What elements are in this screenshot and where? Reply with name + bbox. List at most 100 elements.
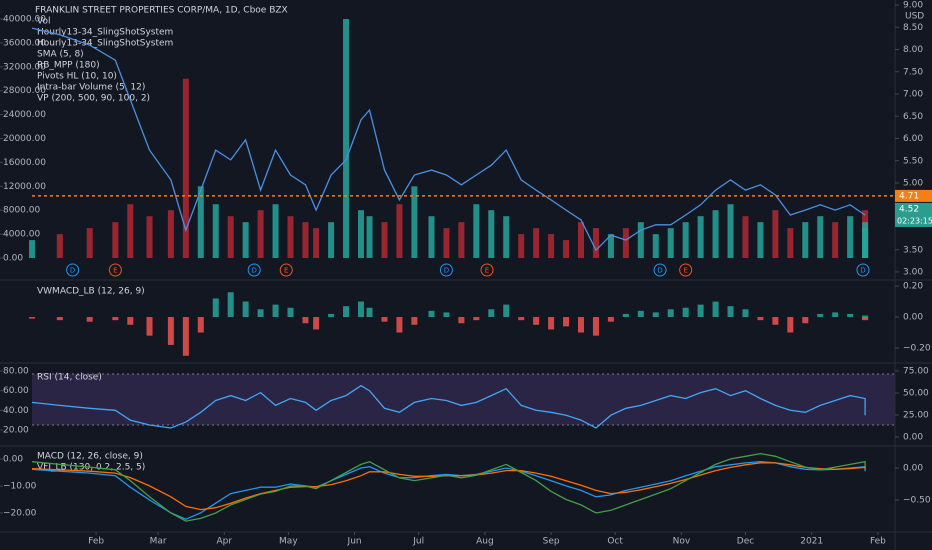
bar xyxy=(287,216,294,259)
bar xyxy=(563,240,570,259)
y2-tick-label: 8.00 xyxy=(903,45,923,55)
y-tick-label: 80.00 xyxy=(3,366,29,376)
y2-tick-label: −0.20 xyxy=(903,344,931,354)
bar xyxy=(802,317,809,324)
event-label: D xyxy=(860,267,865,275)
bar xyxy=(242,301,249,318)
series-line xyxy=(31,384,866,429)
bar xyxy=(357,210,364,259)
bar xyxy=(272,304,279,318)
event-marker xyxy=(247,263,261,277)
indicator-label: VP (200, 500, 90, 100, 2) xyxy=(37,94,150,104)
bar xyxy=(473,317,480,321)
event-label: D xyxy=(444,267,449,275)
y-tick-label: 36000.00 xyxy=(3,38,46,48)
bar xyxy=(772,317,779,325)
event-marker xyxy=(439,263,453,277)
bar xyxy=(563,317,570,327)
x-tick-label: Feb xyxy=(88,537,104,547)
event-label: E xyxy=(485,267,489,275)
bar xyxy=(29,317,36,319)
bar xyxy=(548,317,555,330)
bar xyxy=(533,228,540,259)
bar xyxy=(86,317,93,322)
event-marker xyxy=(66,263,80,277)
bar xyxy=(343,306,350,318)
bar xyxy=(242,222,249,259)
bar xyxy=(56,234,63,259)
y2-tick-label: 7.50 xyxy=(903,67,923,77)
indicator-label: Hourly13-34_SlingShotSystem xyxy=(37,28,173,38)
y-tick-label: 20000.00 xyxy=(3,134,46,144)
bar xyxy=(313,228,320,259)
y2-tick-label: 9.00 xyxy=(903,1,923,11)
bar xyxy=(682,307,689,318)
bar xyxy=(343,18,350,259)
y2-tick-label: 3.00 xyxy=(903,268,923,278)
x-tick-label: May xyxy=(279,537,298,547)
bar xyxy=(548,234,555,259)
bar xyxy=(473,204,480,259)
chart-title: FRANKLIN STREET PROPERTIES CORP/MA, 1D, … xyxy=(35,6,288,16)
y-tick-label: 32000.00 xyxy=(3,62,46,72)
bar xyxy=(56,317,63,321)
bar xyxy=(302,222,309,259)
indicator-label: Pivots HL (10, 10) xyxy=(37,72,117,82)
bar xyxy=(832,222,839,259)
y-tick-label: 20.00 xyxy=(3,425,29,435)
x-tick-label: 2021 xyxy=(800,537,823,547)
event-marker xyxy=(480,263,494,277)
bar xyxy=(443,312,450,318)
event-marker xyxy=(108,263,122,277)
bar xyxy=(757,222,764,259)
x-tick-label: Nov xyxy=(673,537,691,547)
bar xyxy=(357,301,364,318)
bar xyxy=(697,304,704,318)
bar xyxy=(257,210,264,259)
bar xyxy=(518,234,525,259)
bar xyxy=(86,228,93,259)
bar xyxy=(313,317,320,330)
y-tick-label: 28000.00 xyxy=(3,86,46,96)
bar xyxy=(607,234,614,259)
bar xyxy=(272,204,279,259)
y-tick-label: 40000.00 xyxy=(3,14,46,24)
y-tick-label: 60.00 xyxy=(3,386,29,396)
x-tick-label: Dec xyxy=(737,537,754,547)
bar xyxy=(146,317,153,336)
series-line xyxy=(31,27,866,252)
bar xyxy=(458,222,465,259)
bar xyxy=(227,216,234,259)
bar xyxy=(652,312,659,318)
bar xyxy=(212,298,219,318)
price-countdown: 02:23:15 xyxy=(897,216,932,225)
bar xyxy=(862,317,869,319)
bar xyxy=(112,317,119,321)
x-tick-label: Sep xyxy=(543,537,560,547)
bar xyxy=(396,317,403,333)
y2-tick-label: 5.50 xyxy=(903,156,923,166)
bar xyxy=(667,309,674,318)
bar xyxy=(503,304,510,318)
bar xyxy=(757,317,764,321)
y2-tick-label: 50.00 xyxy=(903,388,929,398)
bar xyxy=(197,317,204,333)
y2-tick-label: 5.00 xyxy=(903,179,923,189)
bar xyxy=(817,313,824,318)
event-marker xyxy=(653,263,667,277)
y-tick-label: 24000.00 xyxy=(3,110,46,120)
y-tick-label: 0.00 xyxy=(3,254,23,264)
bar xyxy=(458,317,465,324)
bar xyxy=(727,306,734,318)
legend-entry: MACD (12, 26, close, 9) xyxy=(37,452,143,462)
event-marker xyxy=(679,263,693,277)
bar xyxy=(396,204,403,259)
series-line xyxy=(31,452,866,522)
bar xyxy=(197,186,204,259)
bar xyxy=(428,310,435,318)
price-label: 4.52 xyxy=(899,204,919,214)
bar xyxy=(381,317,388,322)
bar xyxy=(127,317,134,325)
